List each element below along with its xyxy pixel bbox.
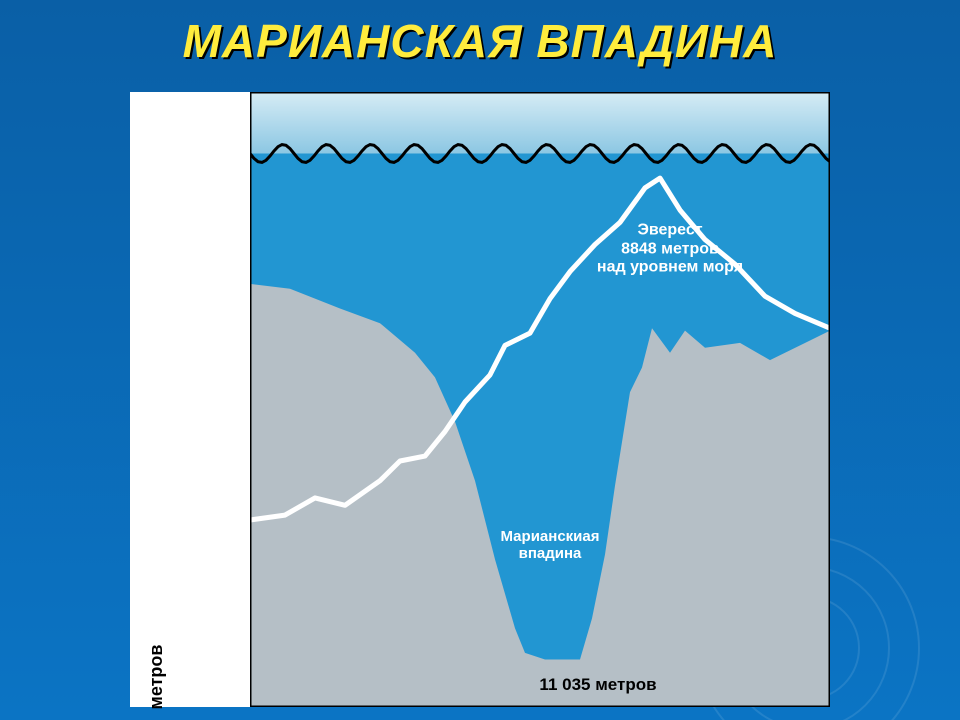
y-axis-label: метров (146, 645, 167, 710)
slide-root: МАРИАНСКАЯ ВПАДИНА 0200040006000800010 0… (0, 0, 960, 720)
plot-svg (250, 92, 830, 707)
sky-rect (250, 92, 830, 154)
slide-title: МАРИАНСКАЯ ВПАДИНА (0, 14, 960, 68)
chart-area: 0200040006000800010 00011 035Эверест8848… (130, 92, 830, 707)
plot-area: 0200040006000800010 00011 035Эверест8848… (250, 92, 830, 707)
